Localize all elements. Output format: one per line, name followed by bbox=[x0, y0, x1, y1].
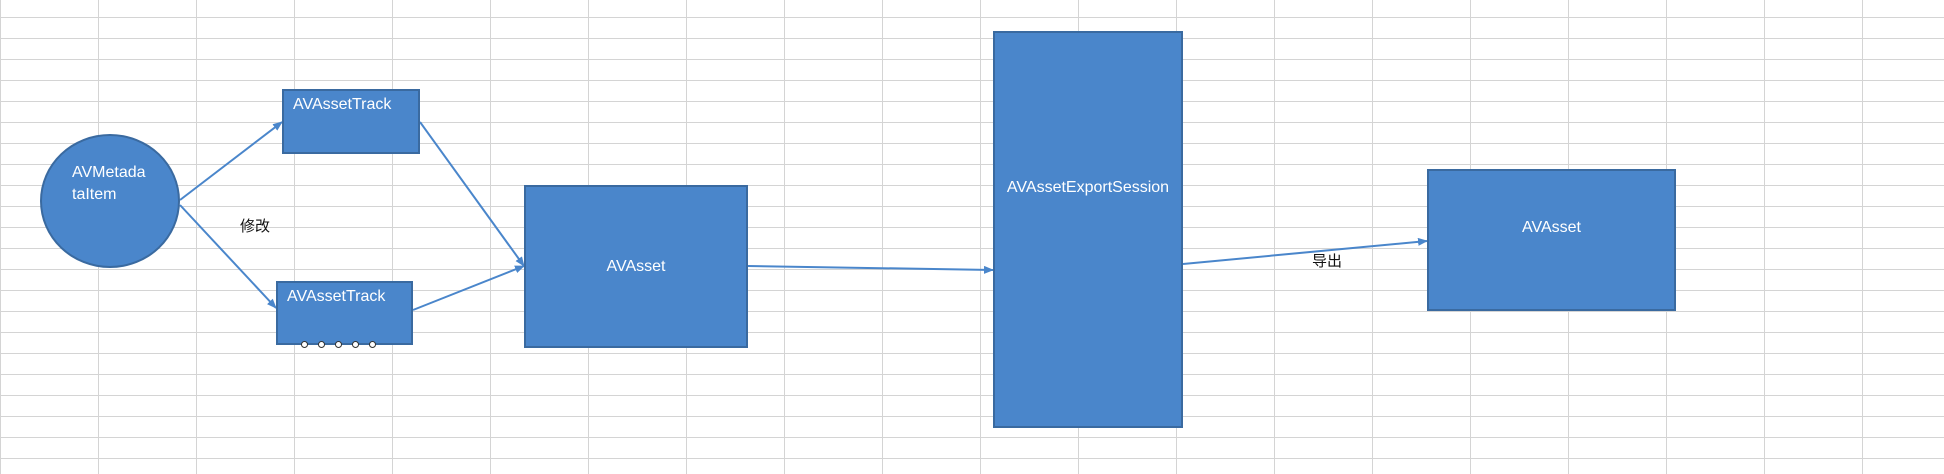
arrow-metadata-to-track-top bbox=[179, 121, 283, 201]
arrow-metadata-to-track-bottom bbox=[179, 204, 277, 309]
asset-track-bottom-node[interactable]: AVAssetTrack bbox=[276, 281, 413, 345]
arrow-track-top-to-asset bbox=[419, 121, 525, 267]
asset-output-label: AVAsset bbox=[1522, 219, 1581, 236]
handle-3 bbox=[335, 341, 342, 348]
asset-output-node[interactable]: AVAsset bbox=[1427, 169, 1676, 311]
arrow-export-session-to-output-asset bbox=[1182, 237, 1428, 265]
asset-track-bottom-label: AVAssetTrack bbox=[287, 288, 386, 305]
export-session-node[interactable]: AVAssetExportSession bbox=[993, 31, 1183, 428]
asset-track-top-label: AVAssetTrack bbox=[293, 96, 392, 113]
selection-handles bbox=[301, 341, 376, 348]
metadata-item-label: AVMetadataItem bbox=[72, 164, 146, 203]
handle-4 bbox=[352, 341, 359, 348]
asset-source-node[interactable]: AVAsset bbox=[524, 185, 748, 348]
handle-2 bbox=[318, 341, 325, 348]
modify-annotation: 修改 bbox=[240, 217, 271, 235]
asset-track-top-node[interactable]: AVAssetTrack bbox=[282, 89, 420, 154]
metadata-item-node[interactable]: AVMetadataItem bbox=[40, 134, 180, 268]
export-annotation: 导出 bbox=[1312, 252, 1343, 270]
export-session-label: AVAssetExportSession bbox=[1006, 178, 1170, 196]
arrow-track-bottom-to-asset bbox=[412, 265, 525, 311]
handle-5 bbox=[369, 341, 376, 348]
arrow-asset-to-export-session bbox=[747, 265, 994, 274]
handle-1 bbox=[301, 341, 308, 348]
asset-source-label: AVAsset bbox=[606, 257, 666, 275]
